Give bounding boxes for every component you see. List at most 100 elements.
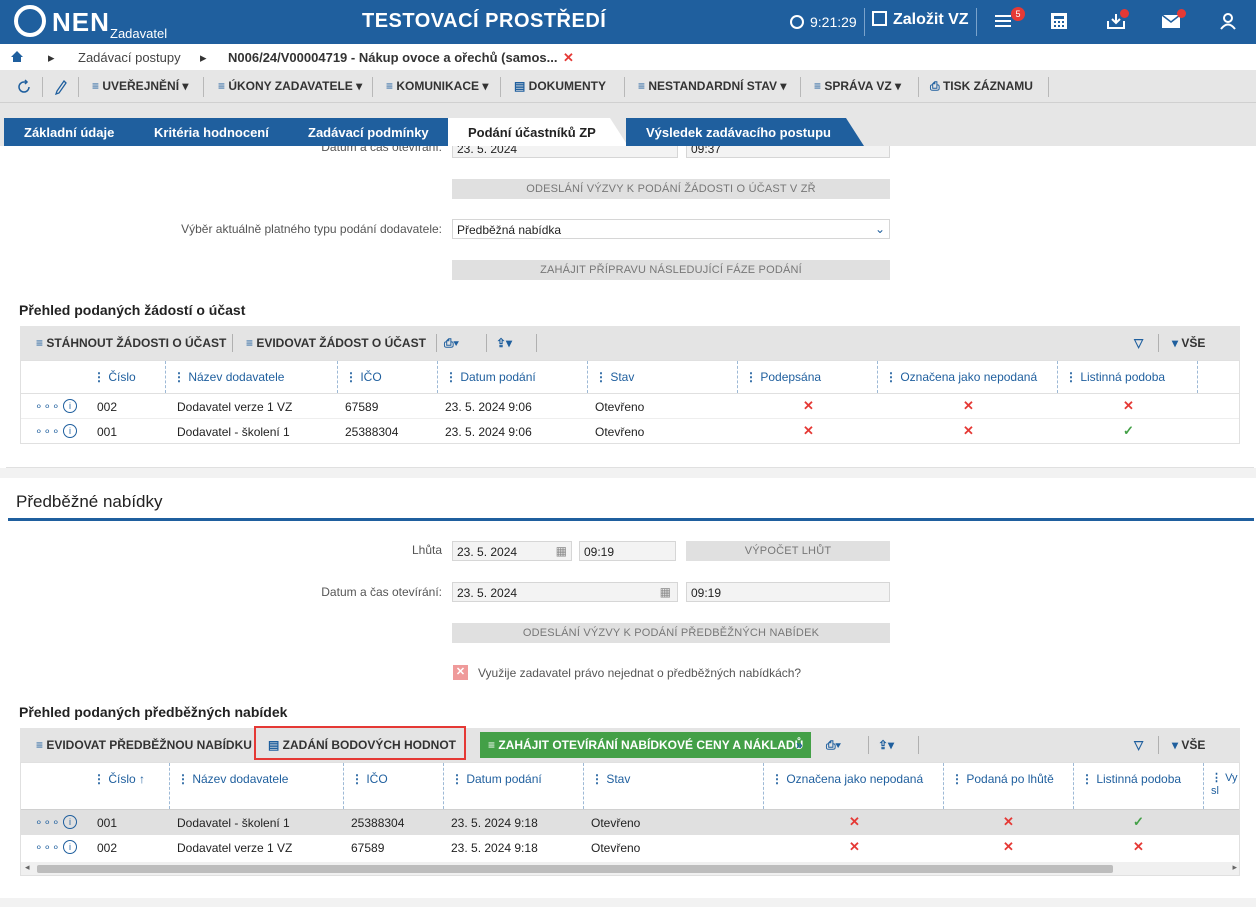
tab-kriteria-hodnoceni[interactable]: Kritéria hodnocení <box>134 118 306 146</box>
calendar-icon[interactable]: ▦ <box>555 544 567 558</box>
col-nepodana[interactable]: ⋮ Označena jako nepodaná <box>885 370 1038 384</box>
print-icon[interactable]: ⎙▾ <box>444 336 459 350</box>
user-icon[interactable] <box>1218 12 1238 30</box>
lhuta-date-value: 23. 5. 2024 <box>457 545 518 559</box>
table-row[interactable]: ∘∘∘ i 002 Dodavatel verze 1 VZ 67589 23.… <box>21 394 1239 419</box>
send-preliminary-invite-button[interactable]: ODESLÁNÍ VÝZVY K PODÁNÍ PŘEDBĚŽNÝCH NABÍ… <box>452 623 890 643</box>
menu-komunikace[interactable]: ≡ KOMUNIKACE ▾ <box>386 79 489 93</box>
col-nazev[interactable]: ⋮ Název dodavatele <box>173 370 285 384</box>
send-application-invite-button[interactable]: ODESLÁNÍ VÝZVY K PODÁNÍ ŽÁDOSTI O ÚČAST … <box>452 179 890 199</box>
row-actions-icon[interactable]: ∘∘∘ <box>35 424 61 438</box>
logo-text: NEN <box>52 7 110 37</box>
col-podepsana[interactable]: ⋮ Podepsána <box>745 370 822 384</box>
opening-time-field[interactable]: 09:19 <box>686 582 890 602</box>
highlight-frame <box>254 726 466 760</box>
col-po-lhute[interactable]: ⋮ Podaná po lhůtě <box>951 772 1054 786</box>
lhuta-date-field[interactable]: 23. 5. 2024 ▦ <box>452 541 572 561</box>
row-actions-icon[interactable]: ∘∘∘ <box>35 840 61 854</box>
scrollbar-thumb[interactable] <box>37 865 1113 873</box>
divider <box>868 736 869 754</box>
filter-icon[interactable]: ▽ <box>1134 738 1144 752</box>
info-icon[interactable]: i <box>63 424 77 438</box>
col-datum[interactable]: ⋮ Datum podání <box>451 772 542 786</box>
print-icon[interactable]: ⎙▾ <box>826 738 841 752</box>
breadcrumb-current[interactable]: N006/24/V00004719 - Nákup ovoce a ořechů… <box>228 50 558 65</box>
info-icon[interactable]: i <box>63 399 77 413</box>
applications-table: ⋮ Číslo ⋮ Název dodavatele ⋮ IČO ⋮ Datum… <box>20 360 1240 444</box>
cut-time-field[interactable]: 09:37 <box>686 146 890 158</box>
col-vysledek[interactable]: ⋮ Vy sl <box>1211 772 1238 797</box>
nen-logo-icon[interactable] <box>14 5 46 37</box>
document-icon: ▤ <box>268 738 283 752</box>
row-actions-icon[interactable]: ∘∘∘ <box>35 399 61 413</box>
mail-icon[interactable] <box>1161 12 1181 30</box>
opening-date-field[interactable]: 23. 5. 2024 ▦ <box>452 582 678 602</box>
menu-icon[interactable] <box>994 12 1014 30</box>
menu-ukony-zadavatele[interactable]: ≡ ÚKONY ZADAVATELE ▾ <box>218 79 363 93</box>
calendar-icon[interactable]: ▦ <box>659 585 671 599</box>
export-icon[interactable]: ⇪▾ <box>496 336 513 350</box>
scroll-left-icon[interactable]: ◂ <box>25 862 30 872</box>
table-row[interactable]: ∘∘∘ i 001 Dodavatel - školení 1 25388304… <box>21 419 1239 444</box>
tab-zakladni-udaje[interactable]: Základní údaje <box>4 118 154 146</box>
sort-asc-icon: ↑ <box>139 772 146 786</box>
submission-type-select[interactable]: Předběžná nabídka ⌄ <box>452 219 890 239</box>
scroll-right-icon[interactable]: ▸ <box>1232 862 1237 872</box>
checkbox-no-negotiation[interactable]: ✕ <box>453 665 468 680</box>
col-cislo[interactable]: ⋮ Číslo <box>93 370 136 384</box>
col-listinna[interactable]: ⋮ Listinná podoba <box>1081 772 1182 786</box>
menu-dokumenty[interactable]: ▤ DOKUMENTY <box>514 79 606 93</box>
register-application-button[interactable]: ≡ EVIDOVAT ŽÁDOST O ÚČAST <box>246 336 426 350</box>
divider <box>0 468 1256 478</box>
more-icon[interactable]: » <box>796 738 803 752</box>
lhuta-time-field[interactable]: 09:19 <box>579 541 676 561</box>
col-stav[interactable]: ⋮ Stav <box>595 370 635 384</box>
col-nazev[interactable]: ⋮ Název dodavatele <box>177 772 289 786</box>
tab-podani-ucastniku[interactable]: Podání účastníků ZP <box>448 118 628 146</box>
cut-date-field[interactable]: 23. 5. 2024 <box>452 146 678 158</box>
pencil-icon[interactable] <box>54 79 68 95</box>
table-row[interactable]: ∘∘∘ i 001 Dodavatel - školení 1 25388304… <box>21 810 1239 835</box>
calculator-icon[interactable] <box>1049 12 1069 30</box>
preliminary-offers-title: Předběžné nabídky <box>16 492 163 511</box>
col-cislo[interactable]: ⋮ Číslo ↑ <box>93 772 146 786</box>
preliminary-offers-panel: Předběžné nabídky Lhůta 23. 5. 2024 ▦ 09… <box>6 478 1254 898</box>
info-icon[interactable]: i <box>63 815 77 829</box>
col-datum[interactable]: ⋮ Datum podání <box>445 370 536 384</box>
tab-vysledek[interactable]: Výsledek zadávacího postupu <box>626 118 864 146</box>
enter-point-values-button[interactable]: ▤ ZADÁNÍ BODOVÝCH HODNOT <box>268 738 456 752</box>
row-actions-icon[interactable]: ∘∘∘ <box>35 815 61 829</box>
tab-zadavaci-podminky[interactable]: Zadávací podmínky <box>288 118 466 146</box>
export-icon[interactable]: ⇪▾ <box>878 738 895 752</box>
col-nazev-label: Název dodavatele <box>192 772 289 786</box>
start-opening-button[interactable]: ≡ ZAHÁJIT OTEVÍRÁNÍ NABÍDKOVÉ CENY A NÁK… <box>480 732 812 758</box>
col-nepodana[interactable]: ⋮ Označena jako nepodaná <box>771 772 924 786</box>
col-listinna-label: Listinná podoba <box>1096 772 1182 786</box>
col-ico[interactable]: ⋮ IČO <box>345 370 382 384</box>
menu-uverejneni[interactable]: ≡ UVEŘEJNĚNÍ ▾ <box>92 79 189 93</box>
divider <box>21 393 1239 394</box>
info-icon[interactable]: i <box>63 840 77 854</box>
close-icon[interactable]: ✕ <box>563 50 574 65</box>
col-listinna[interactable]: ⋮ Listinná podoba <box>1065 370 1166 384</box>
register-preliminary-offer-button[interactable]: ≡ EVIDOVAT PŘEDBĚŽNOU NABÍDKU <box>36 738 252 752</box>
download-applications-button[interactable]: ≡ STÁHNOUT ŽÁDOSTI O ÚČAST <box>36 336 226 350</box>
horizontal-scrollbar[interactable]: ◂ ▸ <box>21 862 1239 875</box>
col-stav[interactable]: ⋮ Stav <box>591 772 631 786</box>
create-vz-button[interactable]: Založit VZ <box>872 11 969 29</box>
filter-icon[interactable]: ▽ <box>1134 336 1144 350</box>
home-icon[interactable] <box>10 50 24 63</box>
refresh-icon[interactable] <box>16 79 32 95</box>
breadcrumb-procedures[interactable]: Zadávací postupy <box>78 50 181 65</box>
col-ico[interactable]: ⋮ IČO <box>351 772 388 786</box>
show-all-toggle[interactable]: ▾ VŠE <box>1172 336 1205 350</box>
calc-deadlines-button[interactable]: VÝPOČET LHŮT <box>686 541 890 561</box>
col-nazev-label: Název dodavatele <box>188 370 285 384</box>
menu-tisk-zaznamu[interactable]: ⎙ TISK ZÁZNAMU <box>930 79 1033 94</box>
menu-sprava-vz[interactable]: ≡ SPRÁVA VZ ▾ <box>814 79 902 93</box>
menu-nestandardni-stav[interactable]: ≡ NESTANDARDNÍ STAV ▾ <box>638 79 787 93</box>
prepare-next-phase-button[interactable]: ZAHÁJIT PŘÍPRAVU NÁSLEDUJÍCÍ FÁZE PODÁNÍ <box>452 260 890 280</box>
show-all-toggle[interactable]: ▾ VŠE <box>1172 738 1205 752</box>
inbox-icon[interactable] <box>1106 12 1126 30</box>
table-row[interactable]: ∘∘∘ i 002 Dodavatel verze 1 VZ 67589 23.… <box>21 835 1239 860</box>
